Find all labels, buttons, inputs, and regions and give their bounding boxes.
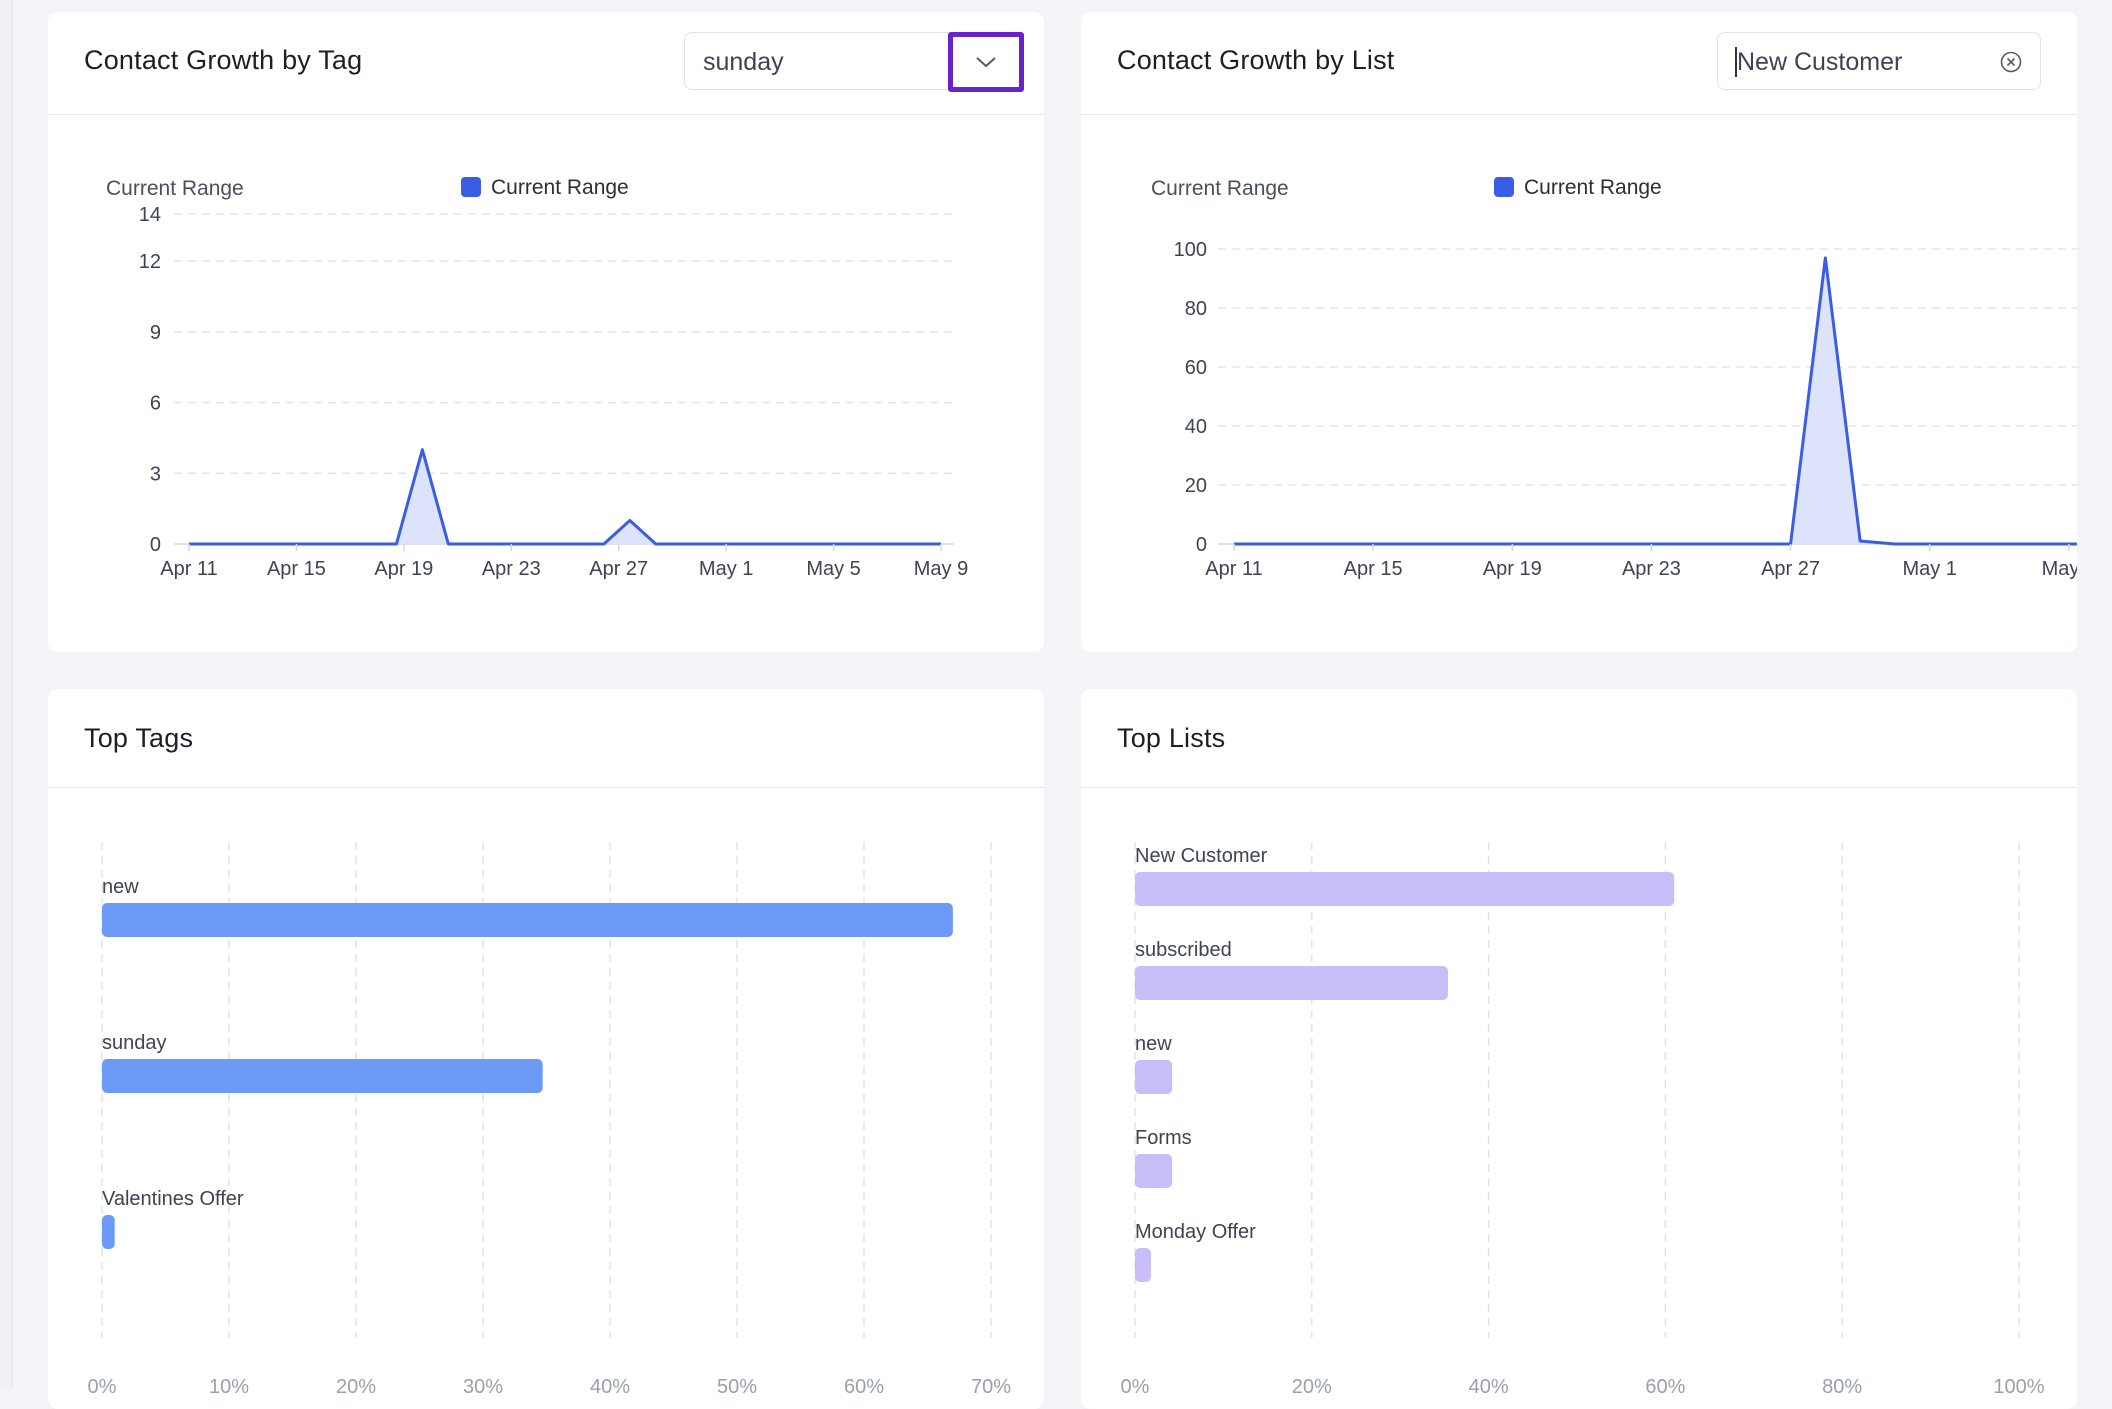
- x-tick-label: 40%: [1469, 1376, 1509, 1398]
- card-title: Top Lists: [1117, 723, 1226, 753]
- top-tags-header: Top Tags: [48, 689, 1044, 788]
- x-tick-label: 0%: [1121, 1376, 1150, 1398]
- card-title: Top Tags: [84, 723, 194, 753]
- bar-label: New Customer: [1135, 845, 1268, 867]
- tag-select-value: sunday: [703, 48, 784, 76]
- y-tick-label: 100: [1174, 239, 1207, 261]
- x-tick-label: Apr 23: [1622, 558, 1681, 580]
- y-axis-label: Current Range: [1151, 177, 1289, 200]
- legend-swatch: [461, 177, 481, 197]
- x-tick-label: Apr 27: [1761, 558, 1820, 580]
- top-lists-card: Top Lists 0% 20% 40% 60% 80% 100% New Customer…: [1081, 689, 2077, 1409]
- tag-select[interactable]: sunday: [684, 32, 1024, 92]
- x-tick-label: 20%: [1292, 1376, 1332, 1398]
- series-line: [1234, 256, 2077, 546]
- x-tick-label: May 1: [1902, 558, 1956, 580]
- bar-label: Monday Offer: [1135, 1221, 1256, 1243]
- x-tick-label: 40%: [590, 1376, 630, 1398]
- y-tick-label: 20: [1185, 475, 1207, 497]
- x-tick-label: 80%: [1822, 1376, 1862, 1398]
- y-tick-label: 0: [150, 534, 161, 556]
- x-tick-label: Apr 11: [160, 558, 217, 580]
- x-tick-label: 70%: [971, 1376, 1011, 1398]
- x-tick-label: Apr 15: [267, 558, 326, 580]
- legend-label: Current Range: [1524, 176, 1662, 199]
- tag-growth-chart: Current Range Current Range 0 3 6 9 12 14 Apr 11…: [106, 176, 968, 580]
- x-tick-label: Apr 19: [374, 558, 433, 580]
- bar-label: Forms: [1135, 1127, 1192, 1149]
- top-tags-chart: 0% 10% 20% 30% 40% 50% 60% 70% new sunday Valentin…: [88, 842, 1011, 1398]
- list-growth-card: Contact Growth by List New Customer Curr…: [1081, 12, 2077, 652]
- sidebar-edge: [0, 0, 13, 1389]
- x-tick-label: Apr 11: [1205, 558, 1262, 580]
- y-tick-label: 9: [150, 322, 161, 344]
- text-caret: [1735, 47, 1737, 77]
- list-growth-chart: Current Range Current Range 0 20 40 60 80 100 Ap…: [1151, 176, 2077, 580]
- x-tick-label: Apr 23: [482, 558, 541, 580]
- top-lists-chart: 0% 20% 40% 60% 80% 100% New Customer subscribed…: [1121, 842, 2045, 1398]
- x-tick-label: Apr 15: [1344, 558, 1403, 580]
- list-growth-header: Contact Growth by List New Customer: [1081, 12, 2077, 115]
- bar: [102, 903, 953, 937]
- card-title: Contact Growth by List: [1117, 45, 1395, 75]
- series-area: [189, 449, 941, 544]
- y-tick-label: 14: [139, 204, 161, 226]
- card-title: Contact Growth by Tag: [84, 45, 363, 75]
- x-tick-label: 10%: [209, 1376, 249, 1398]
- tag-select-dropdown-button[interactable]: [948, 32, 1024, 92]
- list-select[interactable]: New Customer: [1717, 32, 2041, 90]
- y-tick-label: 80: [1185, 298, 1207, 320]
- x-tick-label: 30%: [463, 1376, 503, 1398]
- bar-label: subscribed: [1135, 939, 1232, 961]
- top-lists-header: Top Lists: [1081, 689, 2077, 788]
- x-tick-label: 0%: [88, 1376, 117, 1398]
- y-tick-label: 60: [1185, 357, 1207, 379]
- x-tick-label: May 5: [2042, 558, 2077, 580]
- bar: [1135, 872, 1675, 906]
- bar: [1135, 1154, 1173, 1188]
- x-tick-label: 100%: [1993, 1376, 2044, 1398]
- bar: [102, 1059, 543, 1093]
- legend-label: Current Range: [491, 176, 629, 199]
- x-tick-label: Apr 27: [589, 558, 648, 580]
- series-line: [189, 448, 941, 546]
- y-axis-label: Current Range: [106, 177, 244, 200]
- x-tick-label: May 1: [699, 558, 753, 580]
- tag-growth-card: Contact Growth by Tag sunday Current Ran…: [48, 12, 1044, 652]
- bar-label: new: [1135, 1033, 1172, 1055]
- bar-label: Valentines Offer: [102, 1188, 244, 1210]
- x-tick-label: 20%: [336, 1376, 376, 1398]
- list-select-value: New Customer: [1737, 48, 1903, 76]
- x-tick-label: Apr 19: [1483, 558, 1542, 580]
- bar-label: sunday: [102, 1032, 167, 1054]
- x-tick-label: May 9: [914, 558, 968, 580]
- x-tick-label: 60%: [1645, 1376, 1685, 1398]
- y-tick-label: 40: [1185, 416, 1207, 438]
- y-tick-label: 3: [150, 463, 161, 485]
- series-area: [1234, 257, 2077, 544]
- y-tick-label: 0: [1196, 534, 1207, 556]
- bar: [1135, 1060, 1173, 1094]
- bar: [1135, 966, 1448, 1000]
- x-tick-label: May 5: [806, 558, 860, 580]
- x-tick-label: 50%: [717, 1376, 757, 1398]
- clear-circle-icon[interactable]: [2000, 51, 2022, 73]
- bar: [1135, 1248, 1151, 1282]
- bar: [102, 1215, 115, 1249]
- chevron-down-icon: [976, 57, 996, 68]
- bar-label: new: [102, 876, 139, 898]
- tag-growth-header: Contact Growth by Tag sunday: [48, 12, 1044, 115]
- x-tick-label: 60%: [844, 1376, 884, 1398]
- top-tags-card: Top Tags 0% 10% 20% 30% 40% 50% 60% 70% new sunda…: [48, 689, 1044, 1409]
- legend-swatch: [1494, 177, 1514, 197]
- y-tick-label: 12: [139, 251, 161, 273]
- y-tick-label: 6: [150, 393, 161, 415]
